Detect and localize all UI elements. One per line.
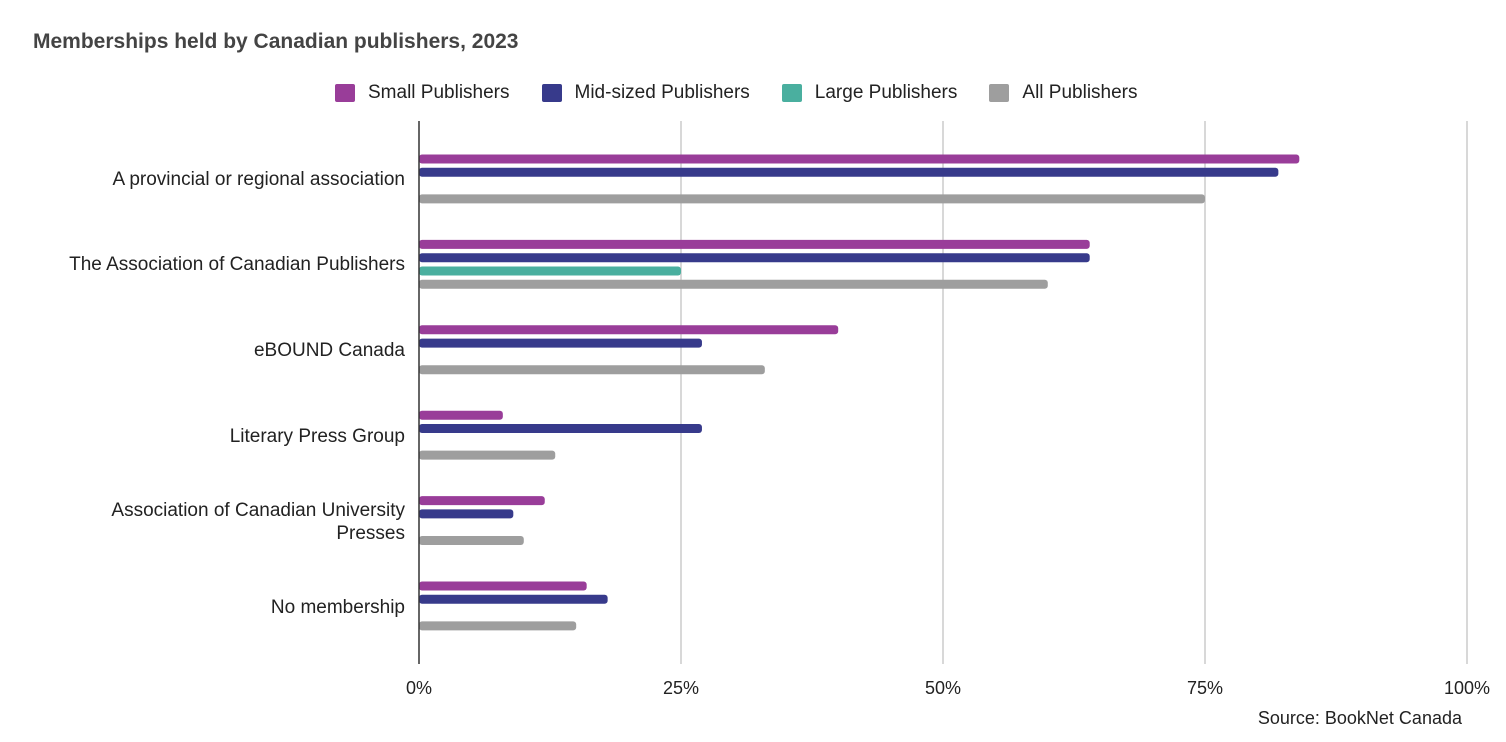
category-label-no-membership: No membership [270,597,405,618]
legend-item-small[interactable]: Small Publishers [335,82,510,104]
legend-swatch-mid-sized [541,84,562,102]
x-tick-label-50: 50% [924,678,962,698]
x-tick-label-25: 25% [662,678,700,698]
bar-all-publishers-3[interactable] [419,450,556,460]
category-label-lpg: Literary Press Group [229,426,405,447]
bar-mid-sized-publishers-2[interactable] [419,338,702,348]
bar-small-publishers-2[interactable] [419,325,839,335]
x-tick-label-75: 75% [1186,678,1224,698]
legend-item-mid-sized[interactable]: Mid-sized Publishers [541,82,750,104]
bar-mid-sized-publishers-5[interactable] [419,594,608,604]
bar-small-publishers-4[interactable] [419,496,545,506]
legend-swatch-large [781,84,802,102]
bar-small-publishers-0[interactable] [419,154,1300,164]
source-note: Source: BookNet Canada [1257,708,1462,728]
bar-large-publishers-1[interactable] [419,266,681,276]
bar-mid-sized-publishers-0[interactable] [419,167,1279,177]
bar-all-publishers-4[interactable] [419,536,524,545]
legend-swatch-all [989,84,1010,102]
legend-item-all[interactable]: All Publishers [989,82,1138,104]
category-label-acup: Association of Canadian University Press… [111,500,405,544]
legend-label-mid-sized: Mid-sized Publishers [574,82,750,103]
bar-small-publishers-3[interactable] [419,410,503,420]
bar-mid-sized-publishers-4[interactable] [419,509,514,519]
legend-label-large: Large Publishers [814,82,958,103]
bar-mid-sized-publishers-3[interactable] [419,424,702,433]
legend-swatch-small [335,84,355,102]
legend-label-small: Small Publishers [368,82,510,103]
chart-title: Memberships held by Canadian publishers,… [33,30,519,53]
category-label-acp: The Association of Canadian Publishers [69,254,405,275]
bar-all-publishers-1[interactable] [419,279,1048,289]
legend-item-large[interactable]: Large Publishers [781,82,958,104]
bar-small-publishers-1[interactable] [419,239,1090,249]
x-tick-label-100: 100% [1443,678,1491,698]
bar-mid-sized-publishers-1[interactable] [419,253,1090,263]
bar-all-publishers-2[interactable] [419,365,765,375]
bar-small-publishers-5[interactable] [419,581,587,591]
bar-all-publishers-0[interactable] [419,194,1205,204]
x-tick-label-0: 0% [405,678,433,698]
legend: Small Publishers Mid-sized Publishers La… [335,81,1170,105]
category-label-provincial: A provincial or regional association [112,169,405,190]
legend-label-all: All Publishers [1022,82,1138,103]
bar-all-publishers-5[interactable] [419,621,577,631]
category-label-ebound: eBOUND Canada [253,340,405,361]
